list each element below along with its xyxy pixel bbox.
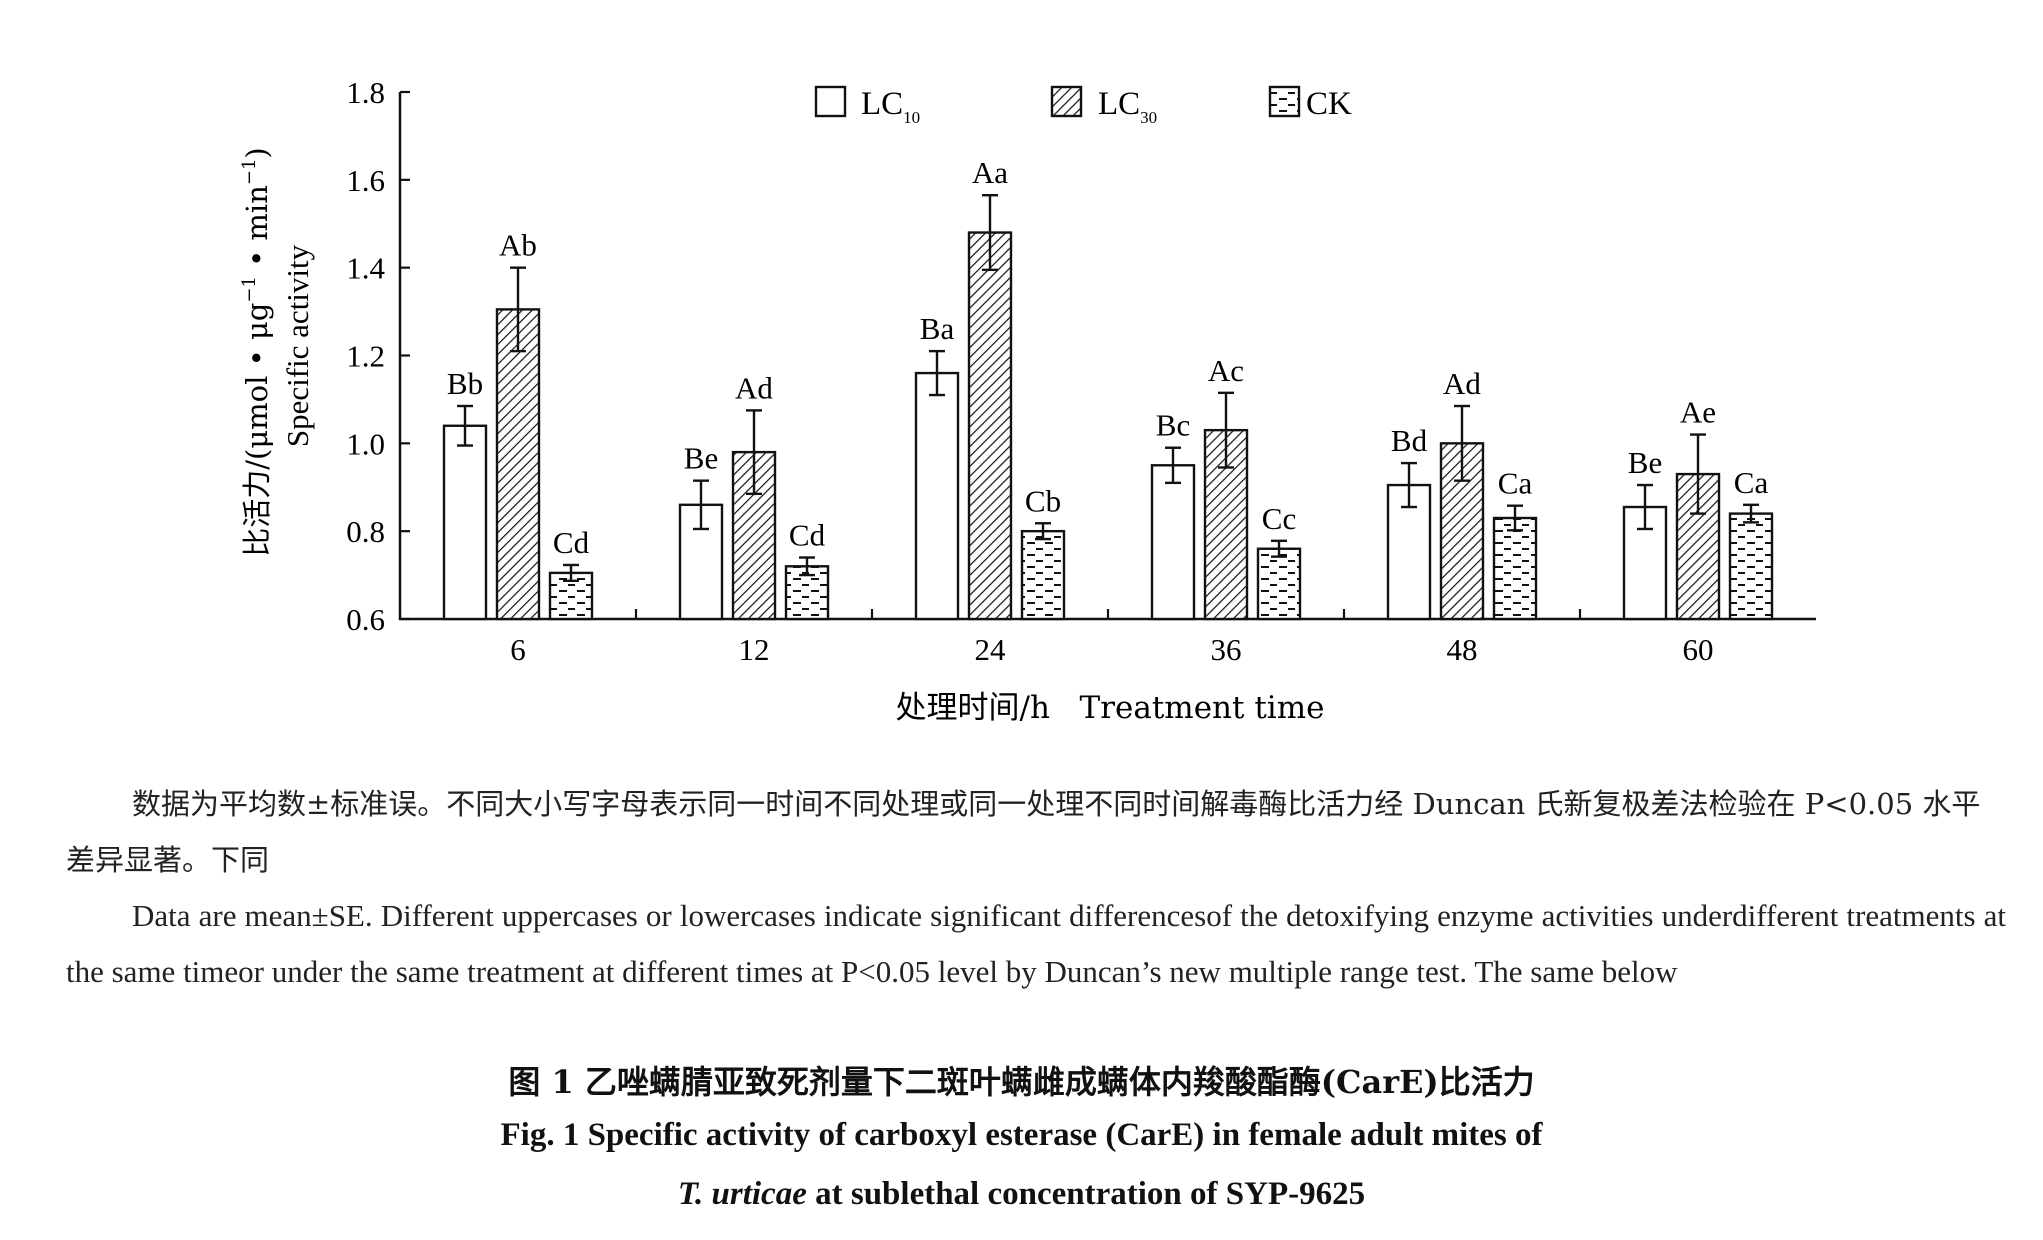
bar-ck-60 [1728, 512, 1774, 621]
svg-text:LC30: LC30 [1098, 86, 1157, 127]
y-tick-label: 1.2 [346, 339, 385, 374]
svg-text:LC10: LC10 [861, 86, 920, 127]
y-tick-label: 1.4 [346, 251, 385, 286]
significance-label: Ba [920, 311, 955, 346]
bar-lc30-24 [967, 231, 1013, 621]
significance-label: Be [1628, 445, 1662, 480]
significance-label: Bc [1156, 408, 1190, 443]
significance-label: Ae [1680, 395, 1716, 430]
legend-swatch-lc10 [814, 85, 847, 118]
legend-swatch-lc30 [1050, 85, 1083, 118]
x-tick-label: 36 [1211, 632, 1242, 667]
bar-chart: 0.6 0.8 1.0 1.2 1.4 1.6 1.8 6 12 24 36 48 60 Bb Ab Cd… [239, 75, 1816, 726]
significance-label: Ad [1443, 366, 1481, 401]
y-axis-label-en: Specific activity [280, 244, 315, 447]
note-english: Data are mean±SE. Different uppercases o… [66, 898, 2006, 989]
significance-label: Bb [447, 366, 483, 401]
y-tick-label: 0.6 [346, 602, 385, 637]
legend-label-lc30: LC [1098, 86, 1140, 122]
legend-item-lc10: LC10 [814, 85, 920, 127]
significance-label: Be [684, 441, 718, 476]
figure-caption-en-line1: Fig. 1 Specific activity of carboxyl est… [500, 1117, 1543, 1153]
legend-item-ck: CK [1268, 85, 1352, 122]
significance-label: Bd [1391, 423, 1428, 458]
figure-caption-cn: 图 1 乙唑螨腈亚致死剂量下二斑叶螨雌成螨体内羧酸酯酶(CarE)比活力 [508, 1063, 1535, 1101]
significance-label: Ad [735, 370, 773, 405]
y-ticks: 0.6 0.8 1.0 1.2 1.4 1.6 1.8 [346, 75, 410, 637]
x-tick-label: 6 [510, 632, 526, 667]
bar-ck-48 [1492, 516, 1538, 621]
bar-lc10-36 [1150, 464, 1196, 621]
bar-ck-36 [1256, 547, 1302, 621]
y-axis-label-cn: 比活力/(μmol • μg−1 • min−1) [239, 147, 274, 557]
bar-ck-24 [1020, 529, 1066, 621]
bar-lc10-24 [914, 371, 960, 621]
legend-label-lc10: LC [861, 86, 903, 122]
significance-label: Ca [1734, 465, 1769, 500]
figure-caption-en-line2: T. urticae at sublethal concentration of… [0, 1176, 2043, 1213]
x-ticks: 6 12 24 36 48 60 [510, 609, 1714, 667]
x-axis-label: 处理时间/h Treatment time [896, 690, 1325, 726]
y-tick-label: 1.0 [346, 426, 385, 461]
bar-marks: Bb Ab Cd Be Ad Cd Ba Aa Cb Bc Ac Cc Bd Ad Ca Be Ae Ca [442, 155, 1774, 621]
legend-sub-lc30: 30 [1140, 108, 1157, 127]
significance-label: Cc [1262, 501, 1296, 536]
bar-lc30-6 [495, 308, 541, 621]
significance-label: Ab [499, 228, 537, 263]
y-tick-label: 1.8 [346, 75, 385, 110]
y-axis-title: 比活力/(μmol • μg−1 • min−1) Specific activ… [239, 147, 315, 557]
x-tick-label: 24 [975, 632, 1007, 667]
legend-swatch-ck [1268, 85, 1301, 118]
legend-label-ck: CK [1306, 86, 1352, 122]
species-name: T. urticae [677, 1176, 807, 1212]
x-tick-label: 60 [1683, 632, 1714, 667]
significance-label: Ac [1208, 353, 1244, 388]
y-tick-label: 1.6 [346, 163, 385, 198]
legend: LC10 LC30 CK [814, 85, 1352, 127]
caption-rest: at sublethal concentration of SYP-9625 [806, 1176, 1366, 1212]
x-tick-label: 48 [1447, 632, 1478, 667]
legend-sub-lc10: 10 [903, 108, 920, 127]
significance-label: Cb [1025, 483, 1061, 518]
significance-label: Cd [553, 525, 590, 560]
significance-label: Ca [1498, 466, 1533, 501]
significance-label: Cd [789, 518, 826, 553]
bar-lc30-60 [1675, 472, 1721, 621]
note-chinese: 数据为平均数±标准误。不同大小写字母表示同一时间不同处理或同一处理不同时间解毒酶… [66, 787, 1981, 877]
x-tick-label: 12 [739, 632, 770, 667]
chart-axes [398, 92, 1816, 621]
y-tick-label: 0.8 [346, 514, 385, 549]
bar-lc10-6 [442, 424, 488, 621]
significance-label: Aa [972, 155, 1008, 190]
legend-item-lc30: LC30 [1050, 85, 1157, 127]
